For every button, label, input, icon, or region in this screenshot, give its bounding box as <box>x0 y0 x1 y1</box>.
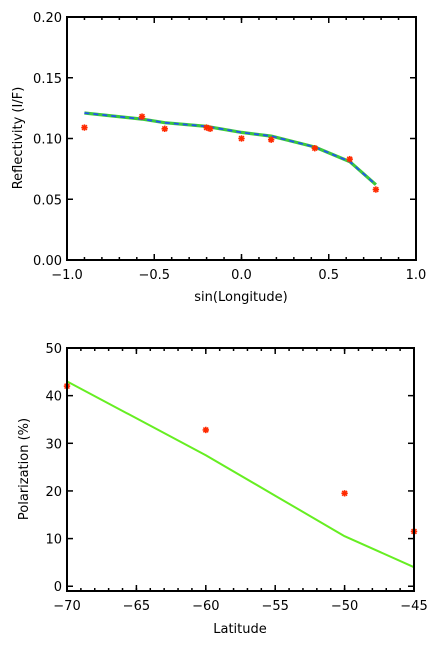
reflectivity-y-tick-label: 0.05 <box>33 193 62 208</box>
reflectivity-data-point <box>138 113 146 120</box>
reflectivity-x-axis-label: sin(Longitude) <box>194 290 287 305</box>
reflectivity-y-axis-label: Reflectivity (I/F) <box>11 87 26 190</box>
polarization-y-tick-label: 0 <box>54 580 62 595</box>
reflectivity-x-tick-label: −0.5 <box>138 268 170 283</box>
polarization-y-tick-label: 10 <box>45 533 62 548</box>
polarization-data-point <box>202 426 209 434</box>
polarization-x-tick-label: −55 <box>261 599 288 614</box>
reflectivity-y-ticks: 0.00 0.05 0.10 0.15 0.20 <box>33 11 416 269</box>
polarization-x-tick-label: −65 <box>123 599 150 614</box>
reflectivity-data-point <box>372 186 380 193</box>
polarization-x-tick-label: −45 <box>400 599 427 614</box>
reflectivity-y-tick-label: 0.20 <box>33 11 62 26</box>
polarization-x-ticks: −70 −65 −60 −55 −50 −45 <box>53 348 428 614</box>
reflectivity-x-tick-label: −1.0 <box>51 268 83 283</box>
reflectivity-data-point <box>267 136 275 143</box>
reflectivity-series <box>81 111 380 193</box>
polarization-x-tick-label: −60 <box>192 599 219 614</box>
reflectivity-plot-frame <box>66 16 417 261</box>
polarization-y-axis-label: Polarization (%) <box>17 418 32 520</box>
polarization-series <box>63 380 418 569</box>
polarization-data-point <box>341 490 348 497</box>
polarization-model-line <box>66 380 415 569</box>
reflectivity-x-tick-label: 0.0 <box>231 268 252 283</box>
polarization-y-tick-label: 40 <box>45 390 62 405</box>
reflectivity-x-ticks: −1.0 −0.5 0.0 0.5 1.0 <box>51 17 426 283</box>
reflectivity-panel: −1.0 −0.5 0.0 0.5 1.0 0.00 0.05 0.10 0.15 0.20 s… <box>11 11 426 305</box>
polarization-x-tick-label: −70 <box>53 599 80 614</box>
reflectivity-data-point <box>81 124 88 131</box>
polarization-x-axis-label: Latitude <box>213 622 267 637</box>
reflectivity-x-tick-label: 1.0 <box>406 268 427 283</box>
reflectivity-model-line-dashes <box>84 112 377 186</box>
polarization-plot-frame <box>66 347 415 592</box>
polarization-y-tick-label: 20 <box>45 485 62 500</box>
polarization-y-ticks: 0 10 20 30 40 50 <box>45 342 414 595</box>
reflectivity-x-tick-label: 0.5 <box>318 268 339 283</box>
reflectivity-data-point <box>206 125 214 132</box>
polarization-x-tick-label: −50 <box>331 599 358 614</box>
reflectivity-y-tick-label: 0.10 <box>33 133 62 148</box>
reflectivity-y-tick-label: 0.00 <box>33 254 62 269</box>
reflectivity-data-point <box>311 145 318 152</box>
reflectivity-data-point <box>161 125 168 132</box>
reflectivity-data-point <box>238 135 245 142</box>
polarization-y-tick-label: 50 <box>45 342 62 357</box>
reflectivity-data-point <box>346 155 353 163</box>
polarization-y-tick-label: 30 <box>45 437 62 452</box>
reflectivity-model-line <box>84 111 377 186</box>
reflectivity-y-tick-label: 0.15 <box>33 72 62 87</box>
